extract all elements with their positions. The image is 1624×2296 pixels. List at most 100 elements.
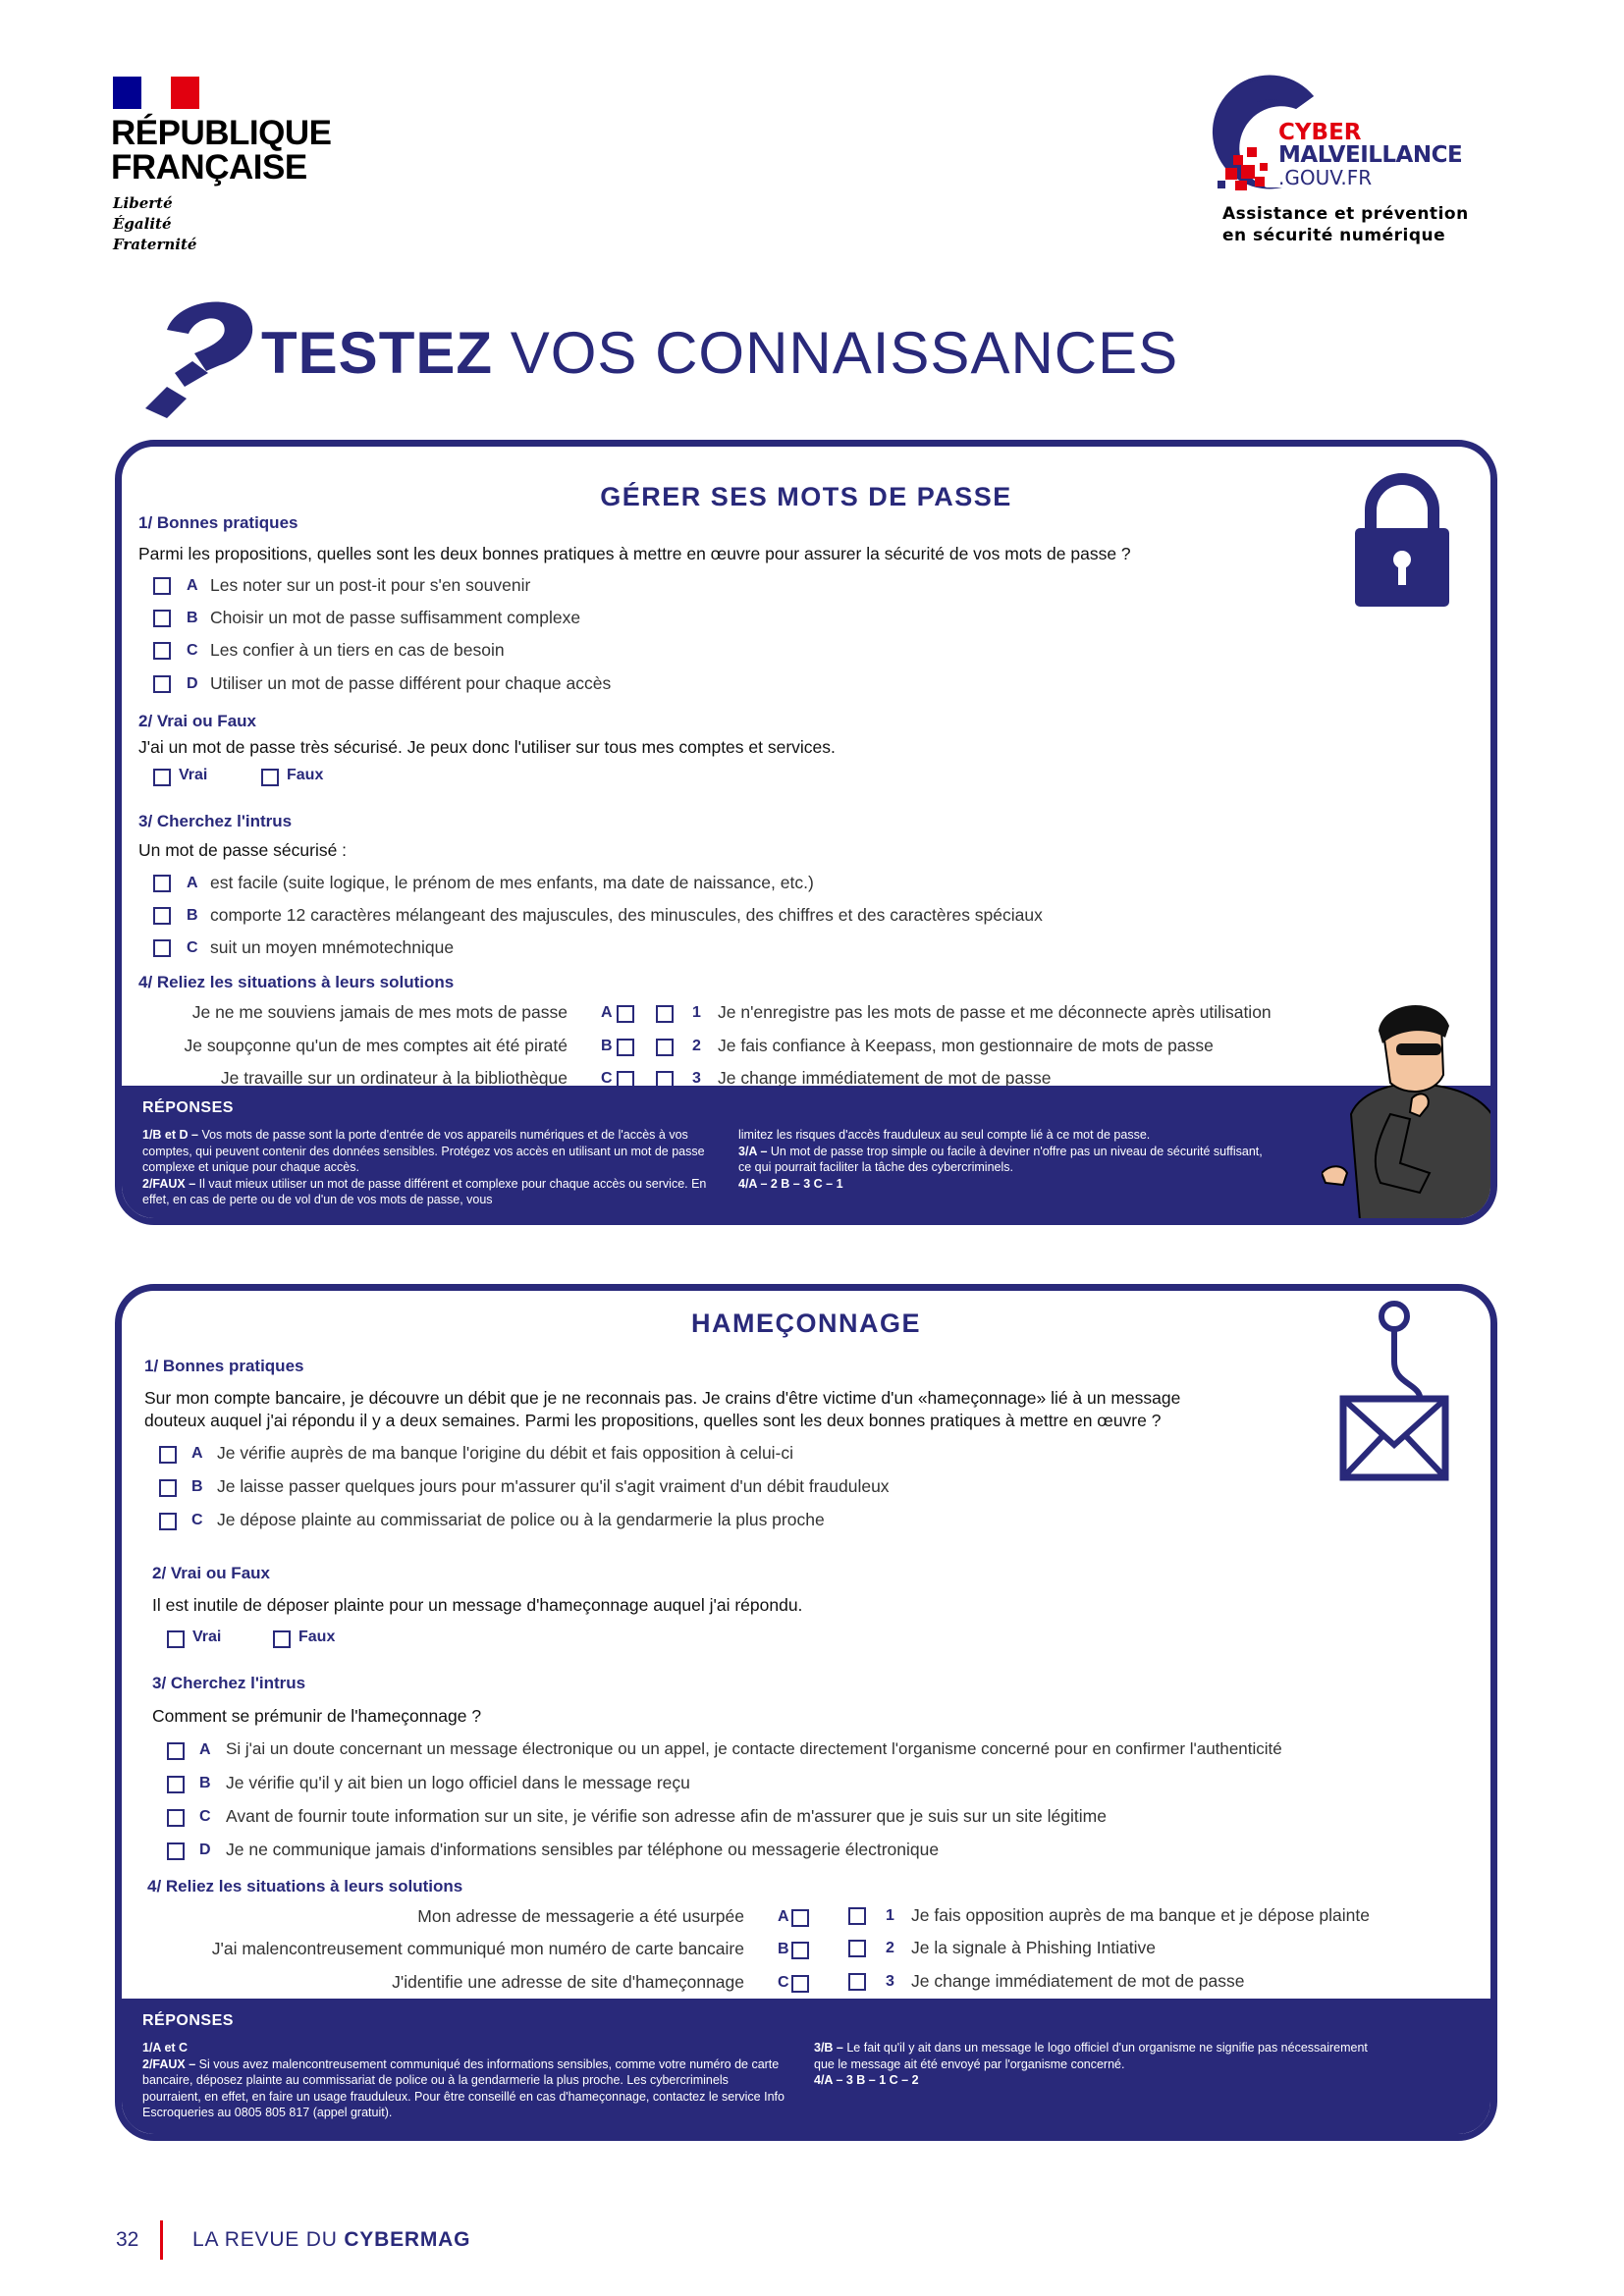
solution-checkbox-2[interactable] (656, 1039, 674, 1056)
answer-key: 2/FAUX – (142, 2056, 199, 2071)
solution-checkbox-1[interactable] (656, 1005, 674, 1023)
solution-checkbox-3[interactable] (848, 1973, 866, 1991)
answer-3: 3/B – Le fait qu'il y ait dans un messag… (814, 2040, 1383, 2072)
q4-title: 4/ Reliez les situations à leurs solutio… (147, 1877, 463, 1896)
option-text: Choisir un mot de passe suffisamment com… (210, 608, 581, 627)
answer-key: 3/B – (814, 2041, 847, 2055)
q2-title: 2/ Vrai ou Faux (152, 1564, 270, 1582)
option-letter: C (187, 939, 198, 956)
page-number: 32 (116, 2228, 139, 2251)
q2-statement: Il est inutile de déposer plainte pour u… (152, 1595, 803, 1615)
option-text: Je vérifie qu'il y ait bien un logo offi… (226, 1773, 690, 1792)
solution-checkbox-2[interactable] (848, 1940, 866, 1957)
question-mark-icon (145, 301, 253, 418)
situation-checkbox-b[interactable] (617, 1039, 634, 1056)
situation-checkbox-c[interactable] (791, 1975, 809, 1993)
answers-label: RÉPONSES (142, 2012, 234, 2029)
option-letter: D (187, 675, 198, 692)
motto-egalite: Égalité (113, 215, 172, 233)
checkbox[interactable] (153, 875, 171, 892)
page-title: TESTEZ VOS CONNAISSANCES (261, 319, 1178, 387)
solution-number: 1 (886, 1907, 894, 1924)
option-letter: A (199, 1741, 211, 1758)
situation-letter: C (778, 1974, 789, 1991)
situation-checkbox-b[interactable] (791, 1942, 809, 1959)
answer-key: 3/A – (738, 1144, 771, 1158)
answer-text: Un mot de passe trop simple ou facile à … (738, 1144, 1263, 1175)
answers-column-2: 3/B – Le fait qu'il y ait dans un messag… (814, 2040, 1383, 2089)
answer-text: Si vous avez malencontreusement communiq… (142, 2056, 785, 2120)
checkbox[interactable] (159, 1446, 177, 1464)
q3-title: 3/ Cherchez l'intrus (152, 1674, 306, 1692)
rf-line1: RÉPUBLIQUE (111, 114, 332, 152)
option-letter: D (199, 1842, 211, 1858)
checkbox[interactable] (153, 675, 171, 693)
checkbox[interactable] (153, 642, 171, 660)
situation-checkbox-a[interactable] (617, 1005, 634, 1023)
option-letter: C (191, 1512, 203, 1528)
q3-title: 3/ Cherchez l'intrus (138, 812, 293, 830)
marianne-flag-icon (113, 77, 199, 109)
answers-band: RÉPONSES 1/A et C 2/FAUX – Si vous avez … (122, 1999, 1490, 2134)
option-text: Je laisse passer quelques jours pour m'a… (217, 1476, 890, 1496)
q1-title: 1/ Bonnes pratiques (144, 1357, 304, 1375)
q4-solution-1: Je fais opposition auprès de ma banque e… (911, 1905, 1370, 1925)
checkbox[interactable] (167, 1630, 185, 1648)
answer-text: Le fait qu'il y ait dans un message le l… (814, 2041, 1368, 2071)
situation-letter: B (601, 1038, 613, 1054)
publication-name: LA REVUE DU CYBERMAG (192, 2228, 470, 2252)
option-text: Si j'ai un doute concernant un message é… (226, 1739, 1282, 1758)
option-label: Faux (287, 767, 324, 783)
checkbox[interactable] (167, 1842, 185, 1860)
solution-number: 3 (886, 1973, 894, 1990)
q4-solution-3: Je change immédiatement de mot de passe (911, 1971, 1245, 1991)
checkbox[interactable] (273, 1630, 291, 1648)
option-letter: C (199, 1808, 211, 1825)
solution-number: 2 (886, 1940, 894, 1956)
checkbox[interactable] (167, 1809, 185, 1827)
checkbox[interactable] (153, 769, 171, 786)
option-letter: B (199, 1775, 211, 1791)
checkbox[interactable] (159, 1479, 177, 1497)
section-heading: HAMEÇONNAGE (690, 1308, 921, 1338)
answers-label: RÉPONSES (142, 1099, 234, 1116)
situation-letter: C (601, 1070, 613, 1087)
option-text: Utiliser un mot de passe différent pour … (210, 673, 612, 693)
option-label: Faux (298, 1629, 336, 1645)
checkbox[interactable] (167, 1742, 185, 1760)
answers-column-2: limitez les risques d'accès frauduleux a… (738, 1127, 1269, 1192)
answer-key: 1/B et D – (142, 1128, 202, 1142)
q4-solution-3: Je change immédiatement de mot de passe (718, 1068, 1052, 1088)
option-text: Je ne communique jamais d'informations s… (226, 1840, 940, 1859)
q4-situation-b: J'ai malencontreusement communiqué mon n… (211, 1939, 744, 1958)
option-text: suit un moyen mnémotechnique (210, 937, 455, 957)
answer-4: 4/A – 3 B – 1 C – 2 (814, 2072, 1383, 2089)
motto-fraternite: Fraternité (113, 236, 197, 253)
answer-2: 2/FAUX – Il vaut mieux utiliser un mot d… (142, 1176, 717, 1208)
situation-checkbox-a[interactable] (791, 1909, 809, 1927)
q4-situation-c: Je travaille sur un ordinateur à la bibl… (220, 1068, 568, 1088)
solution-number: 3 (692, 1070, 701, 1087)
checkbox[interactable] (153, 939, 171, 957)
q4-situation-a: Je ne me souviens jamais de mes mots de … (191, 1002, 568, 1022)
checkbox[interactable] (261, 769, 279, 786)
option-text: Je dépose plainte au commissariat de pol… (217, 1510, 825, 1529)
checkbox[interactable] (159, 1513, 177, 1530)
solution-checkbox-1[interactable] (848, 1907, 866, 1925)
option-text: Avant de fournir toute information sur u… (226, 1806, 1107, 1826)
section-passwords: GÉRER SES MOTS DE PASSE 1/ Bonnes pratiq… (115, 440, 1497, 1225)
q3-question: Comment se prémunir de l'hameçonnage ? (152, 1706, 482, 1726)
option-letter: B (187, 907, 198, 924)
situation-letter: B (778, 1941, 789, 1957)
answer-key: 4/A – 2 B – 3 C – 1 (738, 1176, 843, 1191)
checkbox[interactable] (153, 577, 171, 595)
option-letter: B (191, 1478, 203, 1495)
checkbox[interactable] (153, 907, 171, 925)
section-phishing: HAMEÇONNAGE 1/ Bonnes pratiques Sur mon … (115, 1284, 1497, 2141)
logo-malveillance: MALVEILLANCE (1278, 142, 1463, 168)
option-letter: A (187, 577, 198, 594)
option-letter: A (187, 875, 198, 891)
checkbox[interactable] (167, 1776, 185, 1793)
answer-1: 1/A et C (142, 2040, 790, 2056)
checkbox[interactable] (153, 610, 171, 627)
